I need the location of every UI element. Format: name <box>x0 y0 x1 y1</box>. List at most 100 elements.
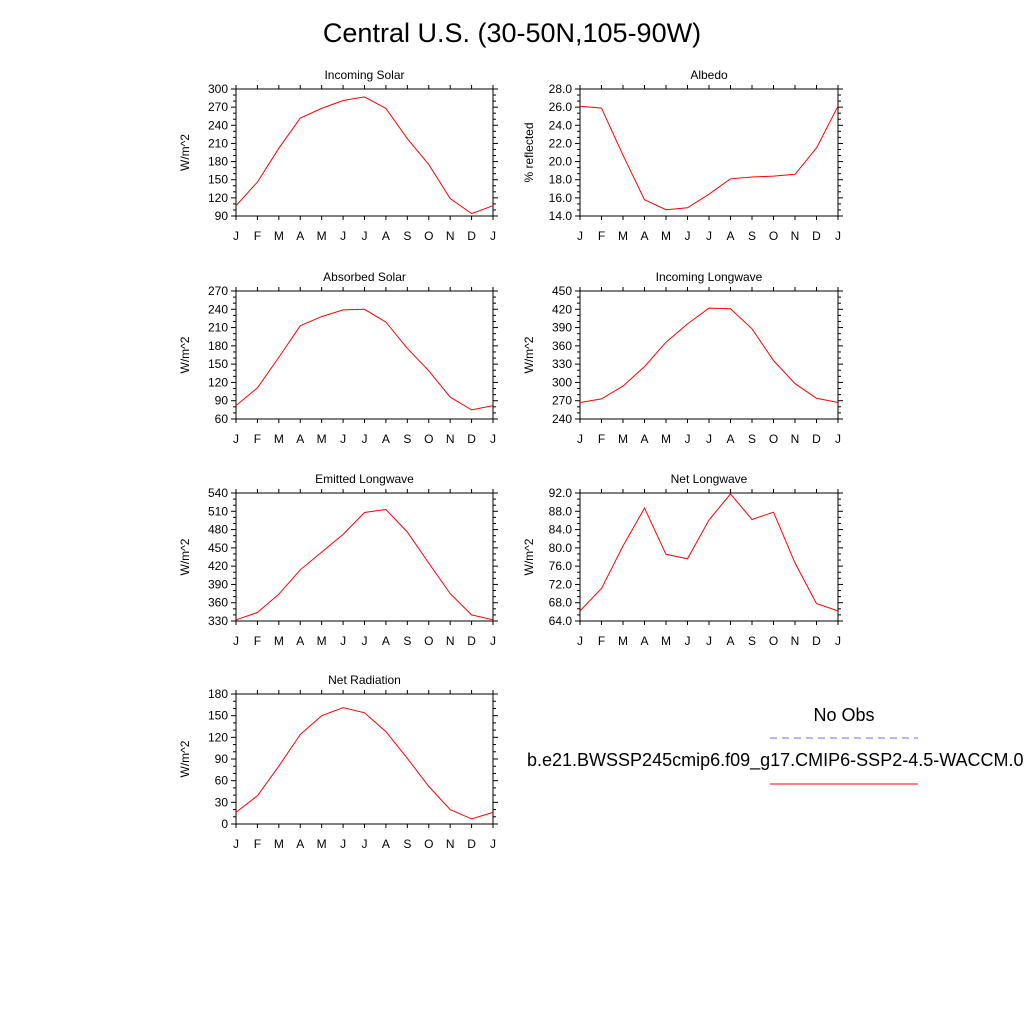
x-tick-label: F <box>254 634 261 648</box>
x-tick-label: M <box>274 837 284 851</box>
x-tick-label: O <box>424 837 433 851</box>
x-tick-label: A <box>640 229 648 243</box>
y-tick-label: 300 <box>208 82 228 96</box>
x-tick-label: J <box>362 837 368 851</box>
y-tick-label: 270 <box>208 284 228 298</box>
x-tick-label: A <box>726 229 734 243</box>
x-tick-label: J <box>706 229 712 243</box>
x-tick-label: J <box>835 229 841 243</box>
x-tick-label: J <box>685 634 691 648</box>
legend-obs-line <box>770 735 920 741</box>
x-tick-label: J <box>362 229 368 243</box>
x-tick-label: F <box>254 432 261 446</box>
legend-model-label: b.e21.BWSSP245cmip6.f09_g17.CMIP6-SSP2-4… <box>527 750 1024 771</box>
x-tick-label: J <box>577 432 583 446</box>
y-tick-label: 90 <box>215 394 229 408</box>
y-tick-label: 240 <box>208 118 228 132</box>
y-tick-label: 90 <box>215 209 229 223</box>
y-tick-label: 18.0 <box>549 173 573 187</box>
y-tick-label: 24.0 <box>549 118 573 132</box>
y-tick-label: 420 <box>552 302 572 316</box>
y-tick-label: 240 <box>208 302 228 316</box>
x-tick-label: A <box>296 432 304 446</box>
x-tick-label: F <box>598 432 605 446</box>
x-tick-label: J <box>340 634 346 648</box>
x-tick-label: N <box>446 837 455 851</box>
panel-title: Absorbed Solar <box>323 270 406 284</box>
y-tick-label: 22.0 <box>549 136 573 150</box>
y-tick-label: 64.0 <box>549 614 573 628</box>
x-tick-label: A <box>382 229 390 243</box>
x-tick-label: N <box>791 432 800 446</box>
x-tick-label: J <box>233 837 239 851</box>
x-tick-label: M <box>274 432 284 446</box>
y-tick-label: 390 <box>552 321 572 335</box>
x-tick-label: J <box>362 634 368 648</box>
y-tick-label: 330 <box>208 614 228 628</box>
x-tick-label: D <box>467 634 476 648</box>
y-axis-label: % reflected <box>522 122 536 182</box>
x-tick-label: S <box>748 229 756 243</box>
x-tick-label: M <box>317 837 327 851</box>
x-tick-label: J <box>340 229 346 243</box>
y-tick-label: 150 <box>208 709 228 723</box>
y-tick-label: 480 <box>208 523 228 537</box>
x-tick-label: D <box>812 634 821 648</box>
x-tick-label: F <box>254 837 261 851</box>
x-tick-label: N <box>446 229 455 243</box>
y-tick-label: 360 <box>208 596 228 610</box>
chart-panel-4: Incoming Longwave W/m^2 240 270 300 330 360 390… <box>522 270 843 446</box>
chart-panel-1: Incoming SolarW/m^2901201501802102402703… <box>178 68 498 243</box>
x-tick-label: A <box>382 634 390 648</box>
y-tick-label: 20.0 <box>549 155 573 169</box>
x-tick-label: N <box>791 634 800 648</box>
y-tick-label: 88.0 <box>549 504 573 518</box>
x-tick-label: O <box>769 432 778 446</box>
x-tick-label: M <box>661 634 671 648</box>
plot-frame <box>580 291 838 419</box>
series-line <box>580 494 838 611</box>
x-tick-label: A <box>640 432 648 446</box>
y-tick-label: 120 <box>208 375 228 389</box>
x-tick-label: A <box>296 837 304 851</box>
x-tick-label: M <box>618 634 628 648</box>
panel-title: Incoming Longwave <box>656 270 763 284</box>
series-line <box>236 309 493 410</box>
chart-panel-2: Albedo % reflected 14.0 16.0 18.0 20.0 22.0 24.… <box>522 68 843 243</box>
series-line <box>236 510 493 620</box>
x-tick-label: A <box>640 634 648 648</box>
y-tick-label: 90 <box>215 752 229 766</box>
x-tick-label: M <box>317 229 327 243</box>
x-tick-label: F <box>598 229 605 243</box>
x-tick-label: A <box>296 229 304 243</box>
y-tick-label: 180 <box>208 687 228 701</box>
y-tick-label: 28.0 <box>549 82 573 96</box>
x-tick-label: J <box>362 432 368 446</box>
x-tick-label: J <box>490 432 496 446</box>
y-tick-label: 180 <box>208 155 228 169</box>
x-tick-label: A <box>726 634 734 648</box>
x-tick-label: A <box>726 432 734 446</box>
series-line <box>236 708 493 819</box>
y-tick-label: 300 <box>552 375 572 389</box>
plot-frame <box>236 694 493 824</box>
x-tick-label: S <box>403 229 411 243</box>
x-tick-label: M <box>661 432 671 446</box>
y-axis-label: W/m^2 <box>178 336 192 373</box>
y-axis-label: W/m^2 <box>178 538 192 575</box>
x-tick-label: F <box>598 634 605 648</box>
x-tick-label: J <box>706 432 712 446</box>
x-tick-label: J <box>835 634 841 648</box>
plot-frame <box>580 89 838 216</box>
x-tick-label: O <box>424 229 433 243</box>
y-tick-label: 16.0 <box>549 191 573 205</box>
y-tick-label: 60 <box>215 774 229 788</box>
series-line <box>580 106 838 210</box>
panel-title: Albedo <box>690 68 728 82</box>
x-tick-label: J <box>577 229 583 243</box>
y-tick-label: 450 <box>552 284 572 298</box>
panel-title: Net Radiation <box>328 673 401 687</box>
y-tick-label: 26.0 <box>549 100 573 114</box>
